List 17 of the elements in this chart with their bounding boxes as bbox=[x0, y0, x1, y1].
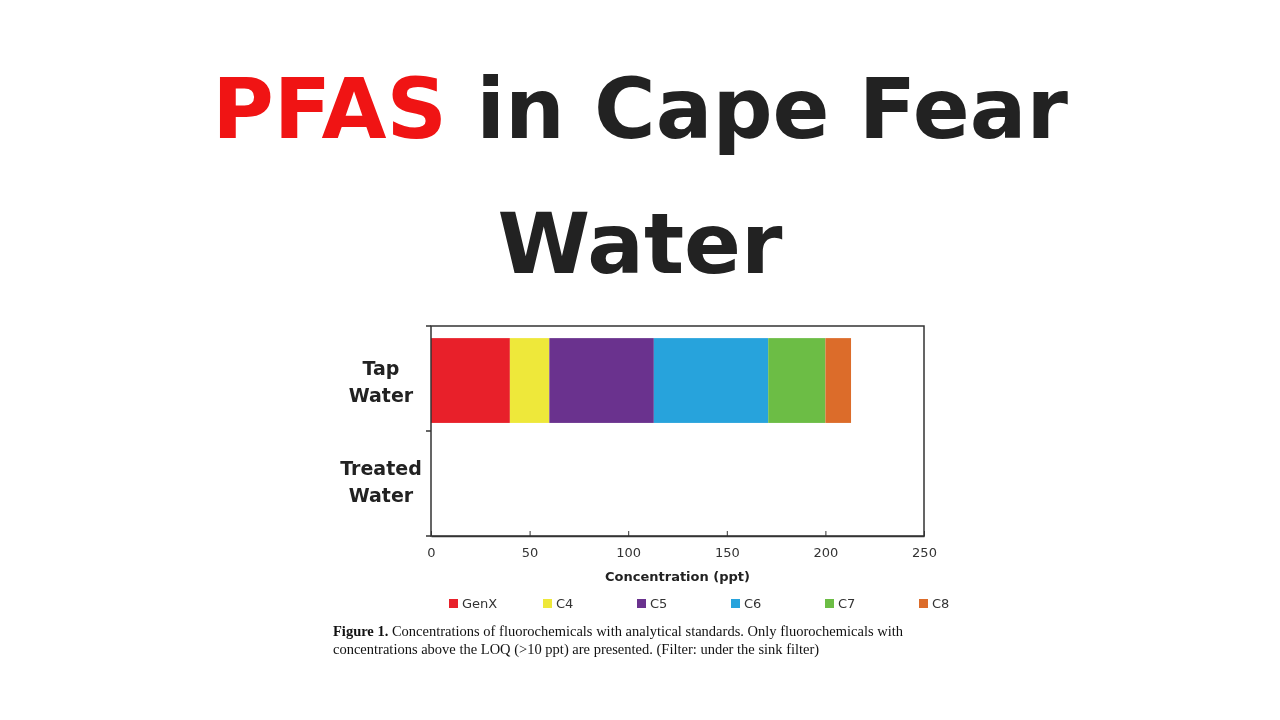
x-tick-label: 200 bbox=[813, 545, 839, 561]
legend-label: C4 bbox=[556, 596, 574, 611]
chart-title: PFAS in Cape Fear Water bbox=[212, 60, 1069, 293]
x-tick-label: 150 bbox=[714, 545, 740, 561]
x-tick-label: 0 bbox=[427, 545, 436, 561]
text: Figure 1. Concentrations of fluorochemicals with analytical standards. Only fluorochemicals with concentrations above the LOQ (>10 ppt) are presented. (Filter: under the sink filter) bbox=[333, 623, 903, 657]
y-tick-label: Treated Water bbox=[340, 457, 422, 507]
legend-label: GenX bbox=[462, 596, 498, 611]
legend-label: C8 bbox=[932, 596, 950, 611]
legend-label: C5 bbox=[650, 596, 668, 611]
legend-label: C6 bbox=[744, 596, 762, 611]
x-tick-label: 100 bbox=[616, 545, 642, 561]
legend-label: C7 bbox=[838, 596, 856, 611]
x-tick-label: 50 bbox=[521, 545, 539, 561]
x-tick-label: 250 bbox=[912, 545, 937, 561]
x-axis-title: Concentration (ppt) bbox=[605, 569, 750, 584]
y-tick-label: Tap Water bbox=[348, 356, 414, 406]
